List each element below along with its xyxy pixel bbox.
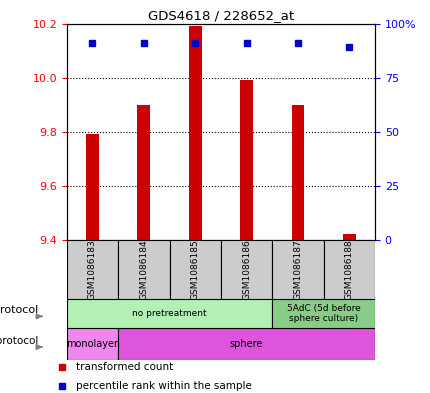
Text: GSM1086188: GSM1086188: [344, 239, 353, 299]
Bar: [67, 328, 118, 360]
Bar: [188, 26, 201, 240]
Bar: [118, 240, 169, 299]
Text: transformed count: transformed count: [76, 362, 172, 372]
Text: GSM1086184: GSM1086184: [139, 239, 148, 299]
Bar: [137, 105, 150, 240]
Bar: [118, 328, 374, 360]
Text: GSM1086186: GSM1086186: [242, 239, 251, 299]
Bar: [220, 240, 272, 299]
Bar: [323, 240, 374, 299]
Bar: [67, 299, 272, 328]
Text: protocol: protocol: [0, 305, 39, 316]
Text: 5AdC (5d before
sphere culture): 5AdC (5d before sphere culture): [286, 304, 359, 323]
Text: no pretreatment: no pretreatment: [132, 309, 206, 318]
Text: percentile rank within the sample: percentile rank within the sample: [76, 381, 251, 391]
Bar: [342, 234, 355, 240]
Bar: [291, 105, 304, 240]
Text: GSM1086185: GSM1086185: [190, 239, 199, 299]
Bar: [67, 240, 118, 299]
Bar: [272, 240, 323, 299]
Bar: [272, 299, 374, 328]
Bar: [169, 240, 220, 299]
Text: growth protocol: growth protocol: [0, 336, 39, 346]
Text: GSM1086187: GSM1086187: [293, 239, 302, 299]
Title: GDS4618 / 228652_at: GDS4618 / 228652_at: [147, 9, 293, 22]
Bar: [86, 134, 98, 240]
Text: monolayer: monolayer: [66, 339, 118, 349]
Bar: [240, 80, 252, 240]
Text: GSM1086183: GSM1086183: [88, 239, 97, 299]
Text: sphere: sphere: [229, 339, 263, 349]
